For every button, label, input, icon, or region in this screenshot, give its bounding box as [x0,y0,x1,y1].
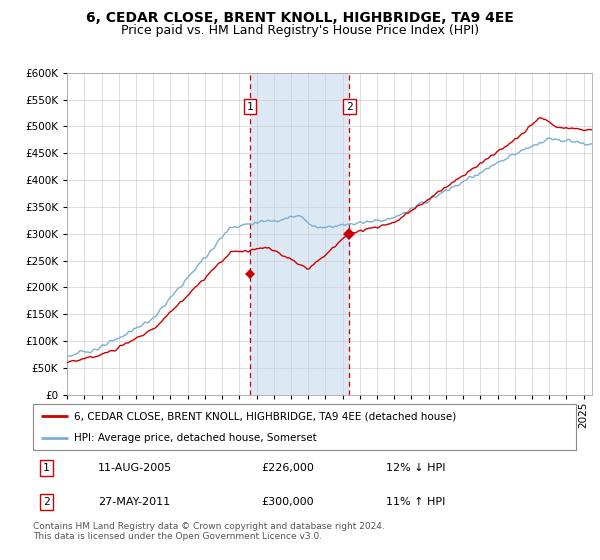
FancyBboxPatch shape [33,404,576,450]
Text: 1: 1 [43,463,50,473]
Text: 6, CEDAR CLOSE, BRENT KNOLL, HIGHBRIDGE, TA9 4EE (detached house): 6, CEDAR CLOSE, BRENT KNOLL, HIGHBRIDGE,… [74,411,456,421]
Text: Price paid vs. HM Land Registry's House Price Index (HPI): Price paid vs. HM Land Registry's House … [121,24,479,36]
Text: 2: 2 [346,101,353,111]
Text: 2: 2 [43,497,50,507]
Text: 27-MAY-2011: 27-MAY-2011 [98,497,170,507]
Bar [250,73,349,395]
Text: 11% ↑ HPI: 11% ↑ HPI [386,497,445,507]
Text: 6, CEDAR CLOSE, BRENT KNOLL, HIGHBRIDGE, TA9 4EE: 6, CEDAR CLOSE, BRENT KNOLL, HIGHBRIDGE,… [86,11,514,25]
Text: Contains HM Land Registry data © Crown copyright and database right 2024.
This d: Contains HM Land Registry data © Crown c… [33,522,385,542]
Text: 11-AUG-2005: 11-AUG-2005 [98,463,172,473]
Text: £226,000: £226,000 [261,463,314,473]
Text: £300,000: £300,000 [261,497,314,507]
Text: 1: 1 [247,101,253,111]
Text: HPI: Average price, detached house, Somerset: HPI: Average price, detached house, Some… [74,433,316,443]
Text: 12% ↓ HPI: 12% ↓ HPI [386,463,445,473]
